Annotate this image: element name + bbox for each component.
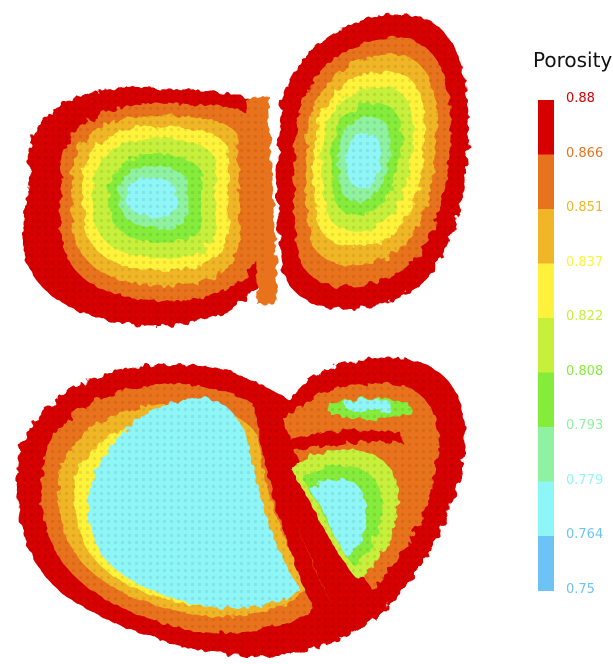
legend-segment: [538, 427, 554, 482]
legend-tick-label: 0.764: [566, 527, 604, 542]
legend-segment: [538, 100, 554, 155]
dot-texture: [16, 14, 469, 657]
legend-segment: [538, 318, 554, 373]
legend-colorbar: [538, 100, 554, 591]
legend-title: Porosity: [533, 48, 613, 72]
legend-segment: [538, 263, 554, 319]
legend-segment: [538, 536, 554, 591]
legend-tick-label: 0.851: [566, 200, 604, 215]
legend-tick-label: 0.75: [566, 581, 595, 597]
legend-tick-label: 0.793: [566, 418, 604, 433]
legend-segment: [538, 372, 554, 428]
legend-tick-label: 0.808: [566, 363, 604, 379]
legend-segment: [538, 154, 554, 210]
legend-segment: [538, 209, 554, 264]
legend-tick-label: 0.88: [566, 91, 595, 106]
legend-tick-label: 0.779: [566, 472, 604, 488]
legend-tick-label: 0.837: [566, 254, 604, 270]
legend-tick-label: 0.866: [566, 145, 604, 161]
legend-segment: [538, 481, 554, 537]
legend-tick-label: 0.822: [566, 309, 604, 324]
